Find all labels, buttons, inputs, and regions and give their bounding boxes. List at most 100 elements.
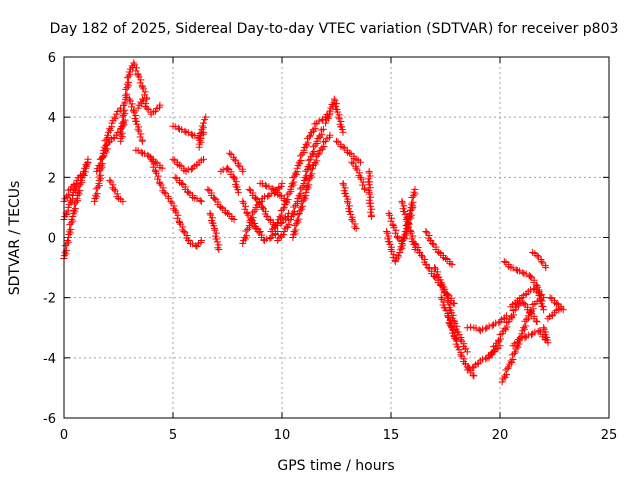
- data-point: [339, 179, 347, 187]
- data-point: [137, 76, 145, 84]
- series-arc-8: [125, 95, 146, 145]
- data-point: [292, 220, 300, 228]
- data-point: [204, 185, 212, 193]
- data-point: [117, 131, 125, 139]
- data-point: [244, 225, 252, 233]
- x-tick-label: 25: [601, 428, 618, 443]
- data-point: [65, 200, 73, 208]
- y-tick-label: 4: [48, 111, 56, 126]
- data-point: [125, 72, 133, 80]
- data-point: [298, 183, 306, 191]
- data-point: [134, 71, 142, 79]
- data-point: [510, 349, 518, 357]
- series-arc-11: [147, 155, 173, 202]
- data-point: [527, 309, 535, 317]
- data-point: [367, 212, 375, 220]
- data-point: [402, 215, 410, 223]
- data-point: [298, 198, 306, 206]
- data-point: [279, 230, 287, 238]
- data-point: [93, 193, 101, 201]
- data-point: [516, 267, 524, 275]
- data-point: [295, 191, 303, 199]
- data-point: [297, 190, 305, 198]
- data-point: [288, 180, 296, 188]
- data-point: [326, 107, 334, 115]
- data-point: [131, 117, 139, 125]
- data-point: [365, 169, 373, 177]
- grid: [64, 57, 609, 418]
- series-arc-9: [134, 95, 164, 118]
- data-point: [138, 137, 146, 145]
- data-point: [94, 183, 102, 191]
- data-point: [79, 170, 87, 178]
- data-point: [213, 238, 221, 246]
- data-point: [407, 227, 415, 235]
- data-point: [303, 182, 311, 190]
- data-point: [306, 171, 314, 179]
- data-point: [390, 223, 398, 231]
- data-point: [345, 207, 353, 215]
- series-arc-47: [507, 297, 541, 326]
- plot-frame: [63, 56, 610, 419]
- data-point: [533, 282, 541, 290]
- data-point: [137, 148, 145, 156]
- data-point: [215, 246, 223, 254]
- data-point: [217, 203, 225, 211]
- data-point: [451, 329, 459, 337]
- data-point: [310, 147, 318, 155]
- data-point: [302, 167, 310, 175]
- data-point: [540, 306, 548, 314]
- data-point: [277, 182, 285, 190]
- data-point: [242, 227, 250, 235]
- data-point: [407, 229, 415, 237]
- data-point: [167, 197, 175, 205]
- data-point: [356, 158, 364, 166]
- data-point: [342, 192, 350, 200]
- series-arc-32: [348, 158, 369, 193]
- y-tick-label: -4: [43, 352, 56, 367]
- data-point: [134, 125, 142, 133]
- data-point: [293, 217, 301, 225]
- series-arc-15: [169, 155, 208, 175]
- data-point: [291, 172, 299, 180]
- data-point: [289, 174, 297, 182]
- data-point: [401, 210, 409, 218]
- data-point: [150, 160, 158, 168]
- data-point: [294, 210, 302, 218]
- data-point: [241, 235, 249, 243]
- data-point: [295, 158, 303, 166]
- data-point: [273, 221, 281, 229]
- data-point: [291, 169, 299, 177]
- data-point: [319, 125, 327, 133]
- data-point: [311, 141, 319, 149]
- data-point: [283, 199, 291, 207]
- data-point: [69, 212, 77, 220]
- data-point: [75, 190, 83, 198]
- data-point: [289, 211, 297, 219]
- data-point: [398, 199, 406, 207]
- data-point: [289, 231, 297, 239]
- data-point: [392, 226, 400, 234]
- x-tick-label: 0: [60, 428, 68, 443]
- data-point: [252, 194, 260, 202]
- data-point: [544, 339, 552, 347]
- data-point: [453, 343, 461, 351]
- data-point: [396, 246, 404, 254]
- data-point: [389, 221, 397, 229]
- data-point: [97, 160, 105, 168]
- data-point: [143, 104, 151, 112]
- data-point: [422, 227, 430, 235]
- data-point: [385, 209, 393, 217]
- data-point: [511, 348, 519, 356]
- data-point: [176, 161, 184, 169]
- data-point: [156, 179, 164, 187]
- data-point: [71, 205, 79, 213]
- data-point: [289, 209, 297, 217]
- data-point: [452, 336, 460, 344]
- x-tick-label: 20: [492, 428, 509, 443]
- data-point: [214, 244, 222, 252]
- series-arc-19: [217, 164, 242, 196]
- data-point: [91, 197, 99, 205]
- data-point: [282, 197, 290, 205]
